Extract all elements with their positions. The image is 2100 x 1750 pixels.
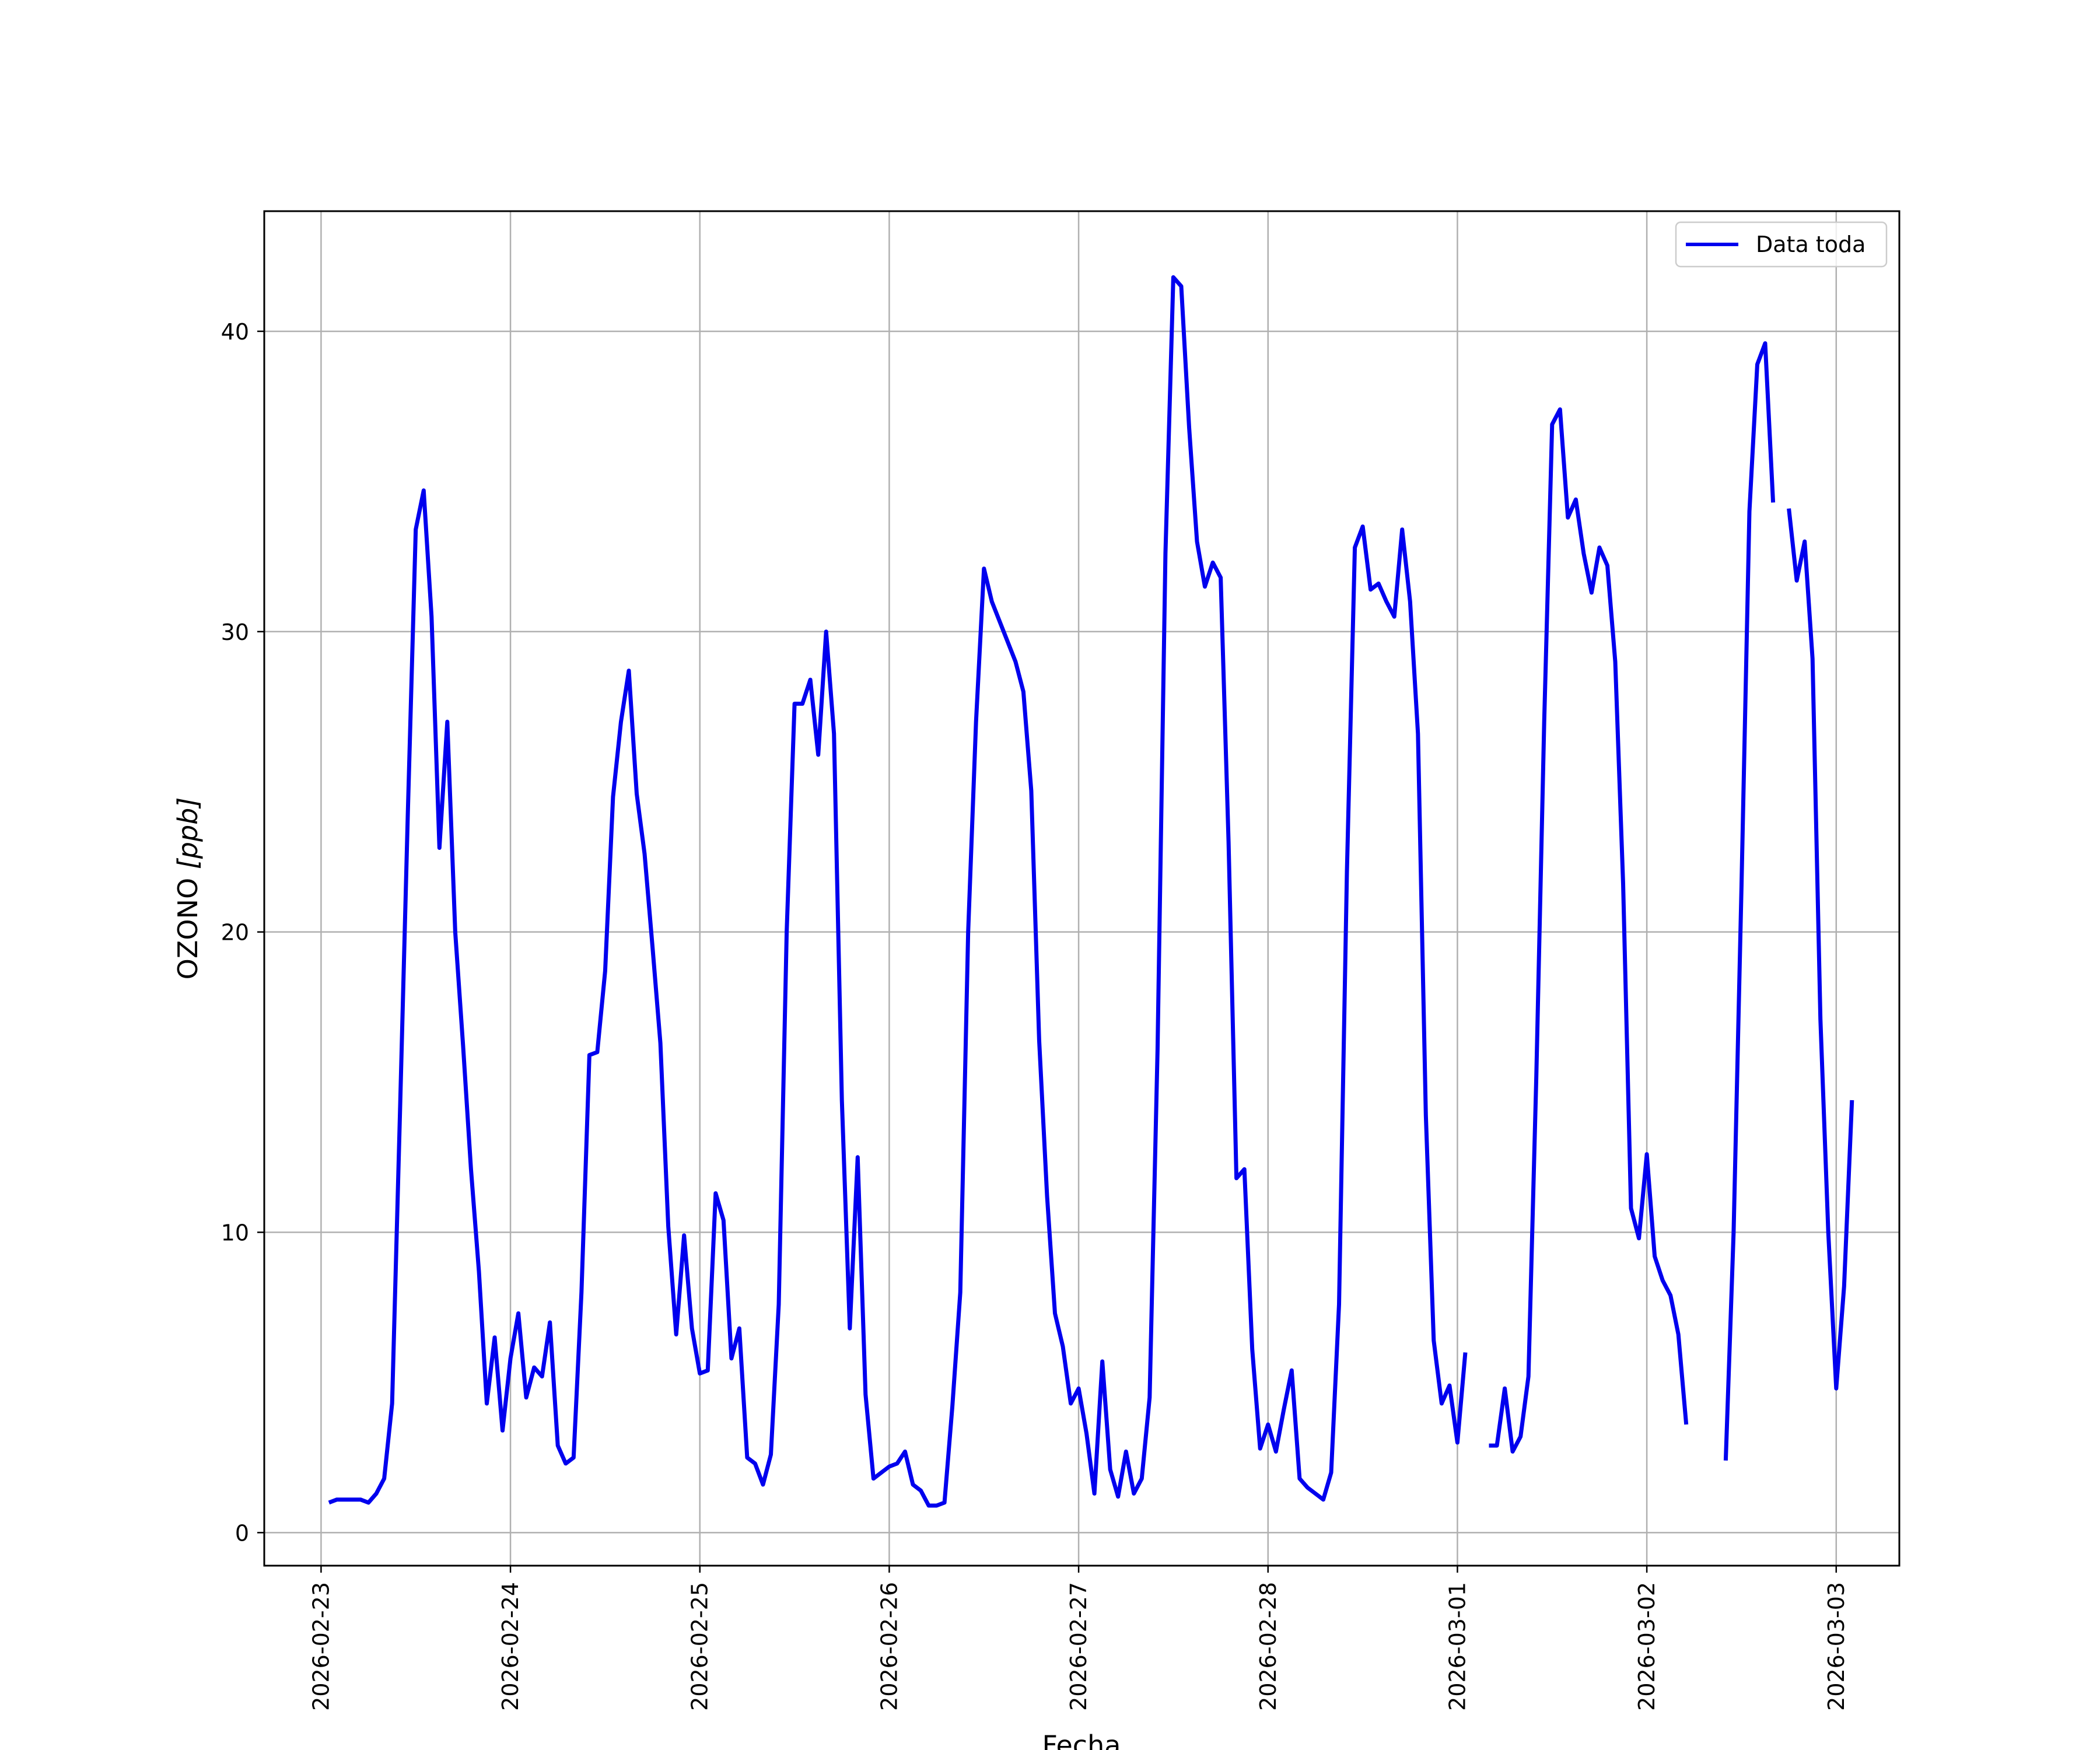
- x-tick-label: 2026-02-25: [687, 1582, 713, 1711]
- y-axis-label-unit: [ppb]: [172, 797, 204, 870]
- y-tick-label: 10: [221, 1220, 249, 1246]
- series-line-segment: [1787, 508, 1854, 1391]
- legend: Data toda: [1675, 221, 1888, 268]
- y-tick-label: 30: [221, 620, 249, 645]
- y-tick-label: 20: [221, 920, 249, 946]
- legend-box: [1675, 221, 1888, 268]
- y-axis-label: OZONO [ppb]: [172, 797, 204, 980]
- x-tick-label: 2026-02-28: [1255, 1582, 1281, 1711]
- x-tick-label: 2026-03-01: [1444, 1582, 1470, 1711]
- x-tick-label: 2026-02-27: [1066, 1582, 1091, 1711]
- x-tick-label: 2026-02-26: [876, 1582, 902, 1711]
- axes: 2026-02-23 2026-02-24 2026-02-25 2026-02-26…: [221, 319, 1849, 1711]
- legend-label: Data toda: [1756, 232, 1866, 257]
- x-tick-label: 2026-03-03: [1824, 1582, 1849, 1711]
- x-axis-label: Fecha: [1042, 1730, 1121, 1750]
- series-line-segment: [328, 275, 1468, 1508]
- y-tick-label: 40: [221, 319, 249, 345]
- series-line-segment: [1489, 407, 1689, 1454]
- x-tick-label: 2026-02-23: [308, 1582, 334, 1711]
- y-tick-label: 0: [235, 1520, 249, 1546]
- series-layer: [328, 275, 1854, 1508]
- y-axis-label-main: OZONO: [172, 869, 204, 979]
- grid: [264, 211, 1899, 1566]
- x-tick-label: 2026-03-02: [1634, 1582, 1660, 1711]
- series-line-segment: [1723, 341, 1776, 1461]
- plot-frame: [263, 210, 1901, 1567]
- x-tick-label: 2026-02-24: [498, 1582, 523, 1711]
